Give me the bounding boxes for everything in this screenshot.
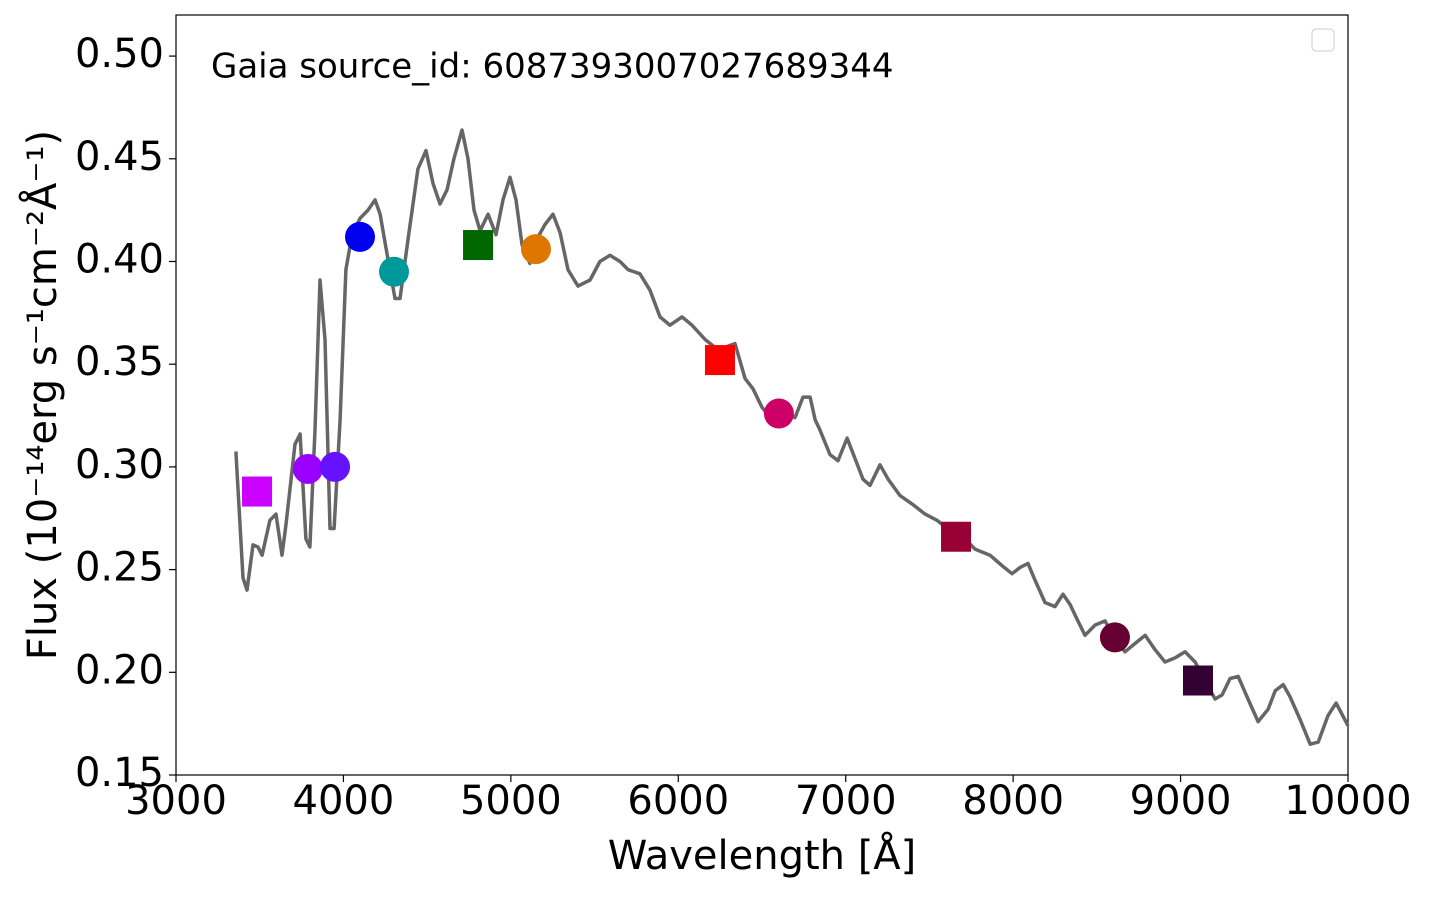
photometry-point: [1099, 622, 1130, 653]
x-tick-label: 3000: [125, 778, 227, 824]
x-axis-label: Wavelength [Å]: [608, 831, 917, 879]
photometry-square: [1182, 665, 1213, 696]
photometry-point: [292, 453, 323, 484]
x-tick-label: 9000: [1130, 778, 1232, 824]
x-tick-label: 8000: [962, 778, 1064, 824]
x-tick-label: 10000: [1284, 778, 1411, 824]
y-tick-label: 0.45: [75, 134, 164, 180]
y-axis-label: Flux (10⁻¹⁴erg s⁻¹cm⁻²Å⁻¹): [18, 130, 66, 660]
photometry-square: [941, 521, 972, 552]
plot-frame: [175, 14, 1349, 776]
y-tick-label: 0.20: [75, 647, 164, 693]
annotation: Gaia source_id: 6087393007027689344: [211, 47, 893, 87]
photometry-point: [378, 256, 409, 287]
photometry-square: [463, 230, 494, 261]
y-tick-label: 0.50: [75, 31, 164, 77]
photometry-point: [763, 398, 794, 429]
x-tick-label: 6000: [627, 778, 729, 824]
photometry-square: [242, 476, 273, 507]
x-tick-label: 5000: [460, 778, 562, 824]
x-tick-label: 4000: [293, 778, 395, 824]
photometry-square: [704, 345, 735, 376]
photometry-point: [320, 451, 351, 482]
y-tick-label: 0.15: [75, 750, 164, 796]
legend-box: [1311, 28, 1335, 52]
y-tick-label: 0.25: [75, 545, 164, 591]
x-tick-label: 7000: [795, 778, 897, 824]
photometry-point: [520, 234, 551, 265]
y-tick-label: 0.35: [75, 339, 164, 385]
photometry-point: [345, 221, 376, 252]
y-tick-label: 0.40: [75, 236, 164, 282]
y-tick-label: 0.30: [75, 442, 164, 488]
